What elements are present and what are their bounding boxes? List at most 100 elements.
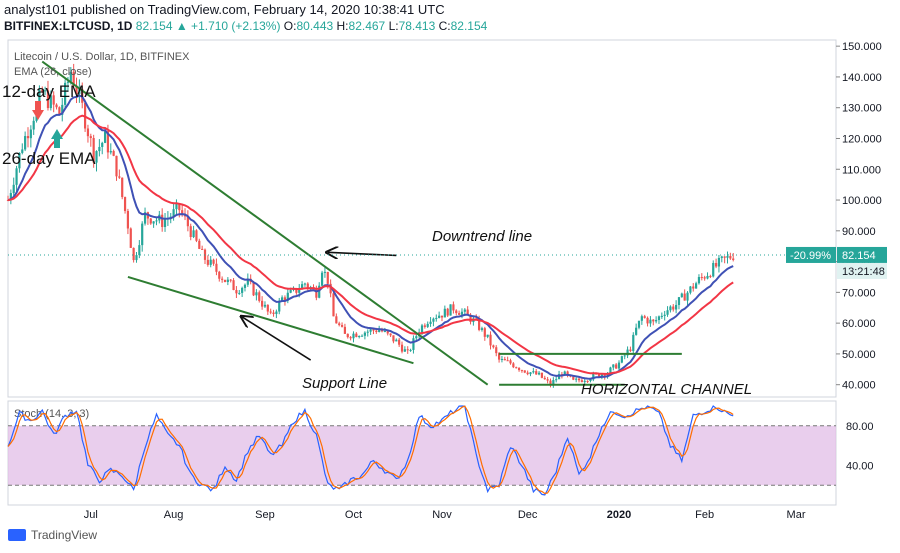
candle-body xyxy=(203,249,207,260)
close-label: C: xyxy=(438,19,451,33)
x-tick-label: Aug xyxy=(164,509,184,521)
candle-body xyxy=(609,367,612,374)
candle-body xyxy=(703,277,706,279)
symbol: BITFINEX:LTCUSD, 1D xyxy=(4,19,133,33)
candle-body xyxy=(537,372,541,375)
candle-body xyxy=(458,313,461,315)
brand-name: TradingView xyxy=(31,528,98,542)
candle-body xyxy=(380,329,384,332)
candle-body xyxy=(155,220,158,222)
candle-body xyxy=(258,292,261,301)
candle-body xyxy=(163,219,167,228)
candle-body xyxy=(429,321,432,324)
last-price: 82.154 xyxy=(135,19,173,33)
candle-body xyxy=(201,248,204,250)
candle-body xyxy=(6,200,10,202)
candle-body xyxy=(235,290,238,294)
candle-body xyxy=(723,256,726,258)
ema-26-line xyxy=(7,114,734,375)
candle-body xyxy=(286,292,289,301)
candle-body xyxy=(566,371,569,376)
candle-body xyxy=(515,367,518,369)
candle-body xyxy=(143,212,147,224)
candle-body xyxy=(343,326,347,334)
candle-body xyxy=(172,209,175,217)
candle-body xyxy=(152,221,155,224)
candle-body xyxy=(689,286,692,293)
candle-body xyxy=(18,152,21,169)
x-tick-label: Mar xyxy=(787,509,806,521)
last-price-badge xyxy=(837,246,887,263)
stoch-k-line xyxy=(7,405,734,496)
candle-body xyxy=(423,325,426,327)
candle-body xyxy=(206,259,209,265)
candle-body xyxy=(269,311,272,313)
candle-body xyxy=(677,297,681,305)
candle-body xyxy=(138,245,141,256)
candle-body xyxy=(89,136,92,138)
candle-body xyxy=(692,286,695,289)
candle-body xyxy=(289,290,292,293)
candle-body xyxy=(392,335,395,342)
candle-body xyxy=(669,306,672,311)
candle-body xyxy=(375,330,378,332)
sell-arrow-stem xyxy=(35,101,41,111)
candle-body xyxy=(246,278,249,285)
candle-body xyxy=(378,329,381,332)
candle-body xyxy=(640,316,643,321)
candle-body xyxy=(563,371,566,376)
candle-body xyxy=(229,279,232,281)
candle-body xyxy=(666,310,669,315)
candle-body xyxy=(535,371,538,375)
candle-body xyxy=(657,316,661,321)
candle-body xyxy=(132,247,135,261)
close-value: 82.154 xyxy=(450,19,488,33)
ema-slow-label: 26-day EMA xyxy=(2,149,96,168)
candle-body xyxy=(69,71,72,82)
candle-body xyxy=(363,332,366,336)
stoch-tick-label: 40.00 xyxy=(846,460,874,472)
ema-fast-label: 12-day EMA xyxy=(2,82,96,101)
candle-body xyxy=(652,319,655,322)
candle-body xyxy=(483,328,486,337)
candle-body xyxy=(323,271,327,273)
candle-body xyxy=(303,283,307,285)
candle-body xyxy=(121,177,124,198)
candle-body xyxy=(649,319,652,324)
candle-body xyxy=(32,120,35,130)
candle-body xyxy=(589,379,592,381)
candle-body xyxy=(506,360,509,362)
candle-body xyxy=(655,320,658,322)
candle-body xyxy=(426,323,429,327)
candle-body xyxy=(352,333,355,339)
candle-body xyxy=(263,304,267,307)
candle-body xyxy=(406,349,409,351)
candle-body xyxy=(360,335,364,337)
candle-body xyxy=(209,259,212,265)
candle-body xyxy=(729,256,732,259)
candle-body xyxy=(415,336,418,339)
price-tick-label: 60.000 xyxy=(842,318,876,330)
candle-body xyxy=(463,309,466,312)
candle-body xyxy=(726,256,729,258)
candle-body xyxy=(663,314,666,316)
price-change: ▲ +1.710 (+2.13%) xyxy=(175,19,281,33)
candle-body xyxy=(572,376,575,380)
candle-body xyxy=(175,204,178,210)
publish-line: analyst101 published on TradingView.com,… xyxy=(4,2,445,17)
annotation-text: Support Line xyxy=(302,375,387,392)
candle-body xyxy=(21,149,24,153)
candle-body xyxy=(186,216,189,227)
x-tick-label: Nov xyxy=(432,509,452,521)
candle-body xyxy=(546,379,549,381)
candle-body xyxy=(395,339,398,342)
candle-body xyxy=(195,230,198,241)
candle-body xyxy=(46,90,50,109)
candle-body xyxy=(543,377,546,380)
candle-body xyxy=(349,337,352,339)
candle-body xyxy=(509,360,512,364)
candle-body xyxy=(64,82,67,105)
candle-body xyxy=(115,155,118,177)
price-tick-label: 50.000 xyxy=(842,349,876,361)
